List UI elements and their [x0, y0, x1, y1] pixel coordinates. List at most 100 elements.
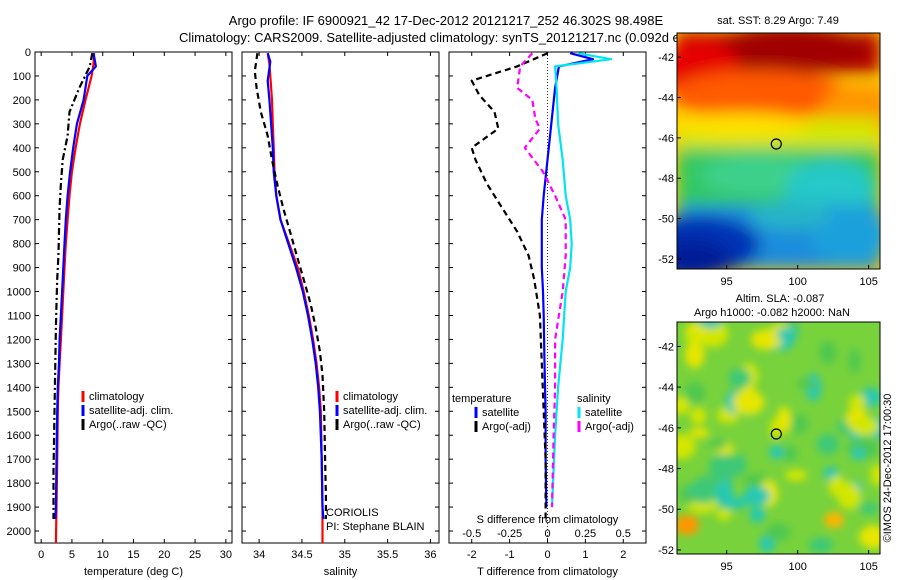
sla-map-xtick-label: 100: [788, 561, 806, 573]
temperature-xtick-label: 15: [127, 549, 139, 561]
sla-texture-patch: [859, 525, 880, 549]
depth-tick-label: 1000: [7, 287, 31, 299]
sla-texture-patch: [851, 447, 866, 461]
depth-tick-label: 100: [13, 71, 31, 83]
difference-legend-label: satellite: [482, 407, 519, 419]
depth-tick-label: 1500: [7, 406, 31, 418]
temperature-xtick-label: 0: [38, 549, 44, 561]
sla-texture-patch: [733, 454, 747, 476]
sla-map-xtick-label: 95: [721, 561, 733, 573]
salinity-xtick-label: 34: [253, 549, 265, 561]
sla-texture-patch: [769, 417, 782, 439]
sla-map-ytick-label: -50: [658, 504, 674, 516]
sla-texture-patch: [749, 506, 766, 523]
sst-map-ytick-label: -48: [658, 173, 674, 185]
sla-texture-patch: [848, 348, 861, 374]
sst-map-ytick-label: -46: [658, 133, 674, 145]
sst-map-axes: 95 100 105 -42 -44 -46 -48 -50 -52: [658, 52, 878, 288]
difference-xtick-label: -1: [505, 549, 515, 561]
sla-texture-patch: [690, 407, 707, 425]
sla-texture-patch: [850, 417, 880, 436]
sla-texture-patch: [769, 444, 784, 460]
difference-legend-label: Argo(-adj): [585, 421, 634, 433]
depth-tick-label: 1100: [7, 310, 31, 322]
sla-texture-patch: [765, 523, 792, 542]
depth-tick-label: 1600: [7, 430, 31, 442]
sla-texture-patch: [782, 445, 798, 463]
sla-texture-patch: [858, 502, 880, 514]
sst-map-ytick-label: -50: [658, 214, 674, 226]
sla-texture-patch: [677, 515, 699, 535]
temperature-legend-label: climatology: [89, 391, 145, 403]
sla-map-ytick-label: -52: [658, 545, 674, 557]
salinity-series-line: [266, 52, 325, 520]
sst-map-ytick-label: -52: [658, 254, 674, 266]
temperature-legend-label: satellite-adj. clim.: [89, 405, 173, 417]
sla-texture-patch: [785, 469, 807, 482]
depth-tick-label: 500: [13, 167, 31, 179]
sla-texture-patch: [848, 394, 866, 410]
sst-map-ytick-label: -44: [658, 93, 674, 105]
temperature-legend-label: Argo(..raw -QC): [89, 419, 167, 431]
sla-map-frame: [676, 321, 881, 555]
sla-texture-patch: [692, 476, 717, 504]
depth-tick-label: 1400: [7, 382, 31, 394]
sla-texture-patch: [697, 322, 729, 348]
sla-texture-patch: [685, 330, 702, 346]
sla-texture-patch: [708, 439, 727, 450]
difference-xtick-label: 2: [620, 549, 626, 561]
salinity-diff-axis-label: S difference from climatology: [477, 514, 619, 526]
institution-label: CORIOLIS: [326, 507, 379, 519]
difference-panel: -2 -1 0 1 2T difference from climatology -0.5…: [448, 51, 647, 578]
temperature-series-line: [52, 52, 94, 519]
temperature-xtick-label: 25: [189, 549, 201, 561]
depth-tick-label: 1800: [7, 478, 31, 490]
salinity-diff-tick-label: -0.5: [462, 528, 481, 540]
temperature-xtick-label: 10: [97, 549, 109, 561]
salinity-series-line: [253, 53, 327, 519]
sla-texture-patch: [837, 483, 861, 510]
salinity-legend-label: Argo(..raw -QC): [343, 419, 421, 431]
sla-texture-patch: [728, 368, 751, 389]
temperature-series-line: [54, 53, 98, 520]
sla-texture-patch: [677, 396, 691, 415]
sla-texture-patch: [716, 509, 732, 520]
sst-map-image: [677, 33, 880, 269]
sla-texture-patch: [776, 327, 798, 341]
salinity-diff-tick-label: 0.25: [575, 528, 596, 540]
temperature-frame: [34, 51, 233, 544]
sla-texture-patch: [684, 341, 705, 369]
sst-map-xtick-label: 105: [859, 276, 877, 288]
sla-texture-patch: [797, 378, 817, 390]
difference-xtick-label: 0: [544, 549, 550, 561]
sla-map-image: [677, 322, 880, 554]
sla-map-title: Altim. SLA: -0.087: [736, 293, 825, 305]
sst-map-frame: [676, 32, 881, 270]
difference-legend-label: Argo(-adj): [482, 421, 531, 433]
depth-tick-label: 0: [25, 47, 31, 59]
depth-tick-label: 900: [13, 263, 31, 275]
difference-xtick-label: 1: [582, 549, 588, 561]
depth-tick-label: 1200: [7, 334, 31, 346]
sla-texture-patch: [824, 512, 844, 528]
figure-title-line2: Climatology: CARS2009. Satellite-adjuste…: [179, 30, 713, 45]
sla-texture-patch: [819, 340, 837, 365]
sla-map-ytick-label: -46: [658, 423, 674, 435]
sla-map-xtick-label: 105: [859, 561, 877, 573]
sst-argo-location-marker: [770, 138, 782, 150]
pi-label: PI: Stephane BLAIN: [326, 521, 425, 533]
salinity-xtick-label: 35: [339, 549, 351, 561]
salinity-xtick-label: 35.5: [377, 549, 398, 561]
depth-tick-label: 600: [13, 191, 31, 203]
difference-series-line: [540, 52, 595, 508]
difference-xtick-label: -2: [467, 549, 477, 561]
difference-series-line: [550, 52, 613, 508]
difference-legend-label: satellite: [585, 407, 622, 419]
legend-title-salinity: salinity: [577, 393, 611, 405]
sla-texture-patch: [698, 322, 723, 328]
sla-texture-patch: [684, 381, 706, 404]
temperature-panel: 0100200300400500600700800900100011001200…: [7, 47, 233, 578]
salinity-frame: [241, 51, 440, 544]
salinity-legend-label: climatology: [343, 391, 399, 403]
figure-title-line1: Argo profile: IF 6900921_42 17-Dec-2012 …: [229, 13, 664, 28]
